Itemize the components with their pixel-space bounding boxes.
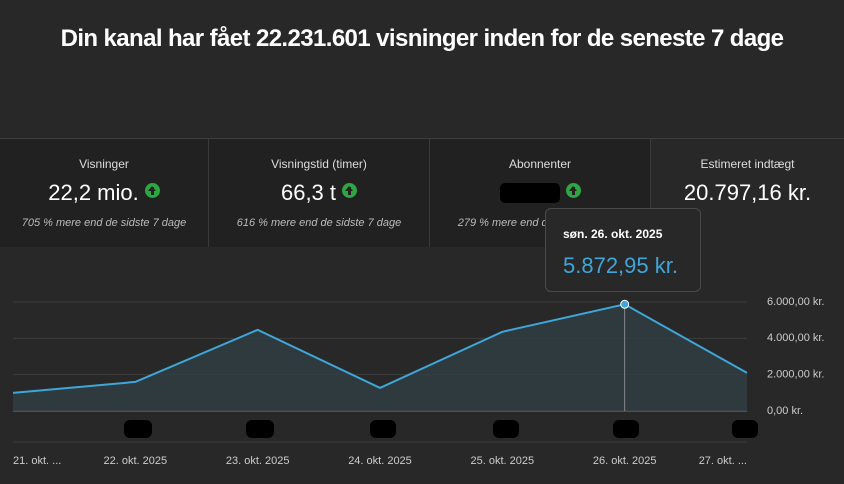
- y-tick-label: 0,00 kr.: [767, 405, 803, 417]
- metric-label: Visninger: [79, 157, 129, 171]
- up-icon: [565, 183, 581, 198]
- redaction: [370, 420, 396, 438]
- up-icon: [342, 183, 358, 198]
- tooltip: søn. 26. okt. 2025 5.872,95 kr.: [545, 208, 701, 292]
- x-tick-label: 22. okt. 2025: [104, 455, 168, 467]
- value: 66,3 t: [280, 180, 337, 205]
- x-tick-label: 23. okt. 2025: [226, 455, 290, 467]
- redaction: [499, 183, 560, 203]
- title: Din kanal har fået 22.231.601 visninger …: [60, 25, 784, 52]
- y-tick-label: 6.000,00 kr.: [767, 296, 825, 308]
- x-tick-label: 27. okt. ...: [699, 455, 747, 467]
- metric-value: 22,2 mio.: [0, 180, 208, 206]
- redaction: [246, 420, 274, 438]
- redaction: [493, 420, 519, 438]
- tooltip-value: 5.872,95 kr.: [563, 253, 678, 278]
- metric-label: Abonnenter: [508, 157, 572, 171]
- tooltip-date: søn. 26. okt. 2025: [563, 227, 663, 241]
- x-tick-label: 21. okt. ...: [13, 455, 61, 467]
- metric-card[interactable]: Visningstid (timer) 66,3 t 616 % mere en…: [209, 139, 430, 247]
- y-tick-label: 4.000,00 kr.: [767, 332, 825, 344]
- metric-label: Visningstid (timer): [271, 157, 367, 171]
- metric-value: 20.797,16 kr.: [651, 180, 844, 206]
- x-tick-label: 25. okt. 2025: [471, 455, 535, 467]
- redaction: [613, 420, 639, 438]
- metric-label: Estimeret indtægt: [700, 157, 795, 171]
- value: 22,2 mio.: [48, 180, 139, 205]
- redaction: [124, 420, 152, 438]
- value: 20.797,16 kr.: [683, 180, 812, 205]
- metric-value: 66,3 t: [209, 180, 429, 206]
- point: [620, 299, 630, 309]
- metric-card[interactable]: Visninger 22,2 mio. 705 % mere end de si…: [0, 139, 209, 247]
- redaction: [732, 420, 758, 438]
- area: [13, 304, 747, 411]
- y-tick-label: 2.000,00 kr.: [767, 369, 825, 381]
- metric-value: [430, 180, 650, 206]
- up-icon: [144, 183, 160, 198]
- x-tick-label: 26. okt. 2025: [593, 455, 657, 467]
- x-tick-label: 24. okt. 2025: [348, 455, 412, 467]
- metric-change: 705 % mere end de sidste 7 dage: [21, 217, 187, 229]
- metric-change: 616 % mere end de sidste 7 dage: [236, 217, 402, 229]
